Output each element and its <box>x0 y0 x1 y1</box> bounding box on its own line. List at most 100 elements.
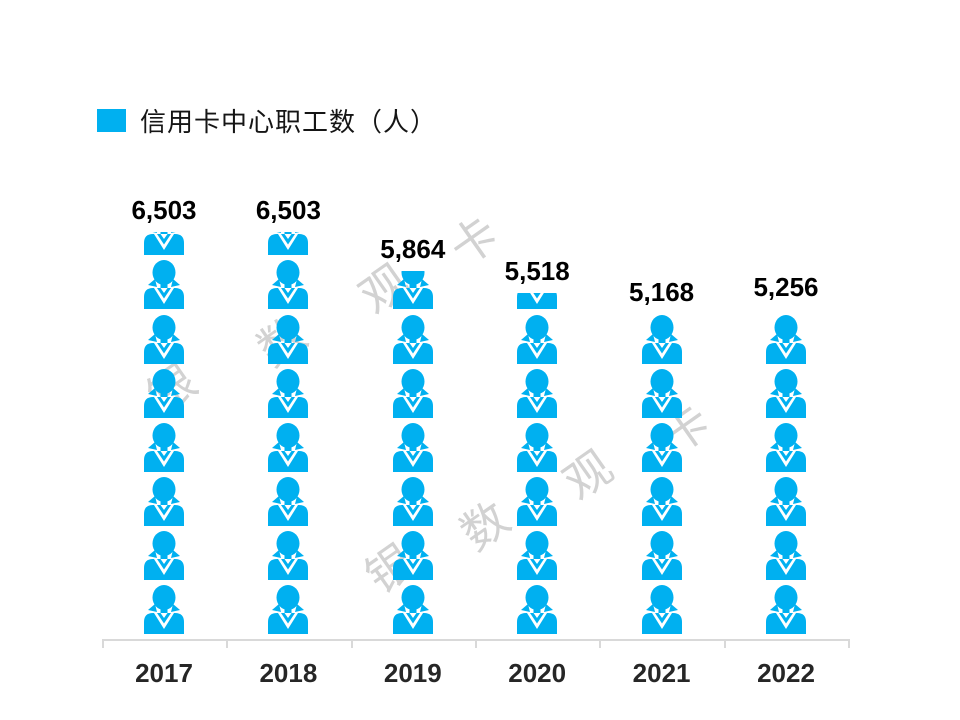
person-icon <box>268 585 309 634</box>
icon-cell-partial <box>640 314 684 364</box>
person-icon <box>144 476 184 526</box>
icon-cell <box>142 259 186 310</box>
person-icon <box>517 585 558 634</box>
person-icon <box>766 530 806 580</box>
person-icon <box>517 314 558 364</box>
person-icon <box>641 530 682 580</box>
person-icon <box>641 368 682 418</box>
icon-cell <box>640 368 684 418</box>
icon-cell <box>515 368 559 418</box>
person-icon <box>766 476 806 526</box>
icon-cell <box>266 530 310 580</box>
value-label: 5,864 <box>380 234 446 265</box>
person-icon <box>392 585 433 634</box>
person-icon <box>641 585 682 634</box>
icon-cell <box>142 368 186 418</box>
icon-cell <box>266 584 310 634</box>
icon-cell <box>764 476 808 526</box>
icon-cell <box>640 584 684 634</box>
icon-cell <box>515 476 559 526</box>
person-icon <box>268 314 309 364</box>
icon-cell <box>515 530 559 580</box>
icon-cell <box>764 530 808 580</box>
person-icon <box>641 422 682 472</box>
icon-cell <box>640 530 684 580</box>
x-axis-tick <box>848 638 851 648</box>
person-icon <box>517 476 558 526</box>
icon-cell-partial <box>391 271 435 310</box>
icon-cell <box>266 314 310 364</box>
x-axis-tick <box>723 638 726 648</box>
person-icon <box>766 585 806 634</box>
value-label: 5,518 <box>504 255 570 286</box>
x-axis-tick <box>101 638 104 648</box>
watermark-text: 数 <box>451 491 519 561</box>
icon-cell <box>515 422 559 472</box>
person-icon <box>144 530 184 580</box>
person-icon <box>392 314 433 364</box>
person-icon <box>517 368 558 418</box>
person-icon <box>144 260 184 310</box>
x-axis-tick <box>350 638 353 648</box>
icon-cell-partial <box>515 292 559 310</box>
x-axis-line <box>101 638 849 641</box>
icon-cell <box>515 584 559 634</box>
icon-cell <box>764 368 808 418</box>
person-icon-partial <box>517 292 558 310</box>
icon-cell <box>640 476 684 526</box>
person-icon <box>392 368 433 418</box>
person-icon <box>517 422 558 472</box>
person-icon <box>766 422 806 472</box>
icon-cell <box>764 422 808 472</box>
icon-cell <box>391 584 435 634</box>
value-label: 6,503 <box>255 194 321 225</box>
person-icon-partial <box>268 231 309 256</box>
icon-cell <box>142 422 186 472</box>
chart-legend: 信用卡中心职工数（人） <box>97 102 437 139</box>
category-label: 2020 <box>508 658 567 688</box>
icon-cell <box>142 530 186 580</box>
person-icon <box>268 260 309 310</box>
icon-cell <box>266 476 310 526</box>
person-icon <box>268 368 309 418</box>
person-icon <box>392 422 433 472</box>
person-icon <box>144 422 184 472</box>
legend-label: 信用卡中心职工数（人） <box>140 107 438 137</box>
x-axis-tick <box>599 638 602 648</box>
person-icon <box>144 585 184 634</box>
value-label: 5,168 <box>629 277 695 308</box>
person-icon <box>517 530 558 580</box>
legend-swatch <box>97 109 126 132</box>
icon-cell <box>391 368 435 418</box>
category-label: 2017 <box>135 658 193 688</box>
category-label: 2018 <box>259 658 318 688</box>
icon-cell <box>764 314 808 364</box>
value-label: 6,503 <box>131 194 197 225</box>
icon-cell <box>266 259 310 310</box>
icon-cell <box>266 422 310 472</box>
icon-cell <box>266 368 310 418</box>
person-icon <box>641 476 682 526</box>
icon-cell <box>391 314 435 364</box>
icon-cell-partial <box>142 231 186 256</box>
person-icon <box>392 476 433 526</box>
icon-cell <box>391 476 435 526</box>
icon-cell <box>142 584 186 634</box>
icon-cell <box>391 530 435 580</box>
person-icon-partial <box>392 271 433 310</box>
icon-cell-partial <box>266 231 310 256</box>
icon-cell <box>391 422 435 472</box>
person-icon-partial <box>641 314 682 364</box>
person-icon <box>766 368 806 418</box>
icon-cell <box>764 584 808 634</box>
value-label: 5,256 <box>753 272 819 303</box>
person-icon <box>144 314 184 364</box>
icon-cell <box>142 314 186 364</box>
icon-cell <box>142 476 186 526</box>
category-label: 2021 <box>632 658 691 688</box>
icon-cell <box>515 314 559 364</box>
person-icon <box>144 368 184 418</box>
watermark-text: 观 <box>554 440 622 510</box>
person-icon <box>766 314 806 364</box>
